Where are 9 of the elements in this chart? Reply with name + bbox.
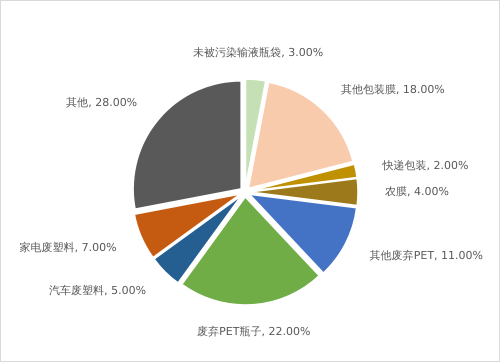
data-label: 家电废塑料, 7.00% xyxy=(20,240,117,255)
data-label: 其他, 28.00% xyxy=(66,96,138,110)
data-label: 其他废弃PET, 11.00% xyxy=(370,248,483,263)
data-label: 废弃PET瓶子, 22.00% xyxy=(197,324,310,339)
data-label: 快递包装, 2.00% xyxy=(382,158,468,173)
data-label: 农膜, 4.00% xyxy=(385,185,449,199)
data-label: 其他包装膜, 18.00% xyxy=(340,82,445,97)
data-label: 未被污染输液瓶袋, 3.00% xyxy=(193,46,324,60)
data-label: 汽车废塑料, 5.00% xyxy=(49,284,146,298)
